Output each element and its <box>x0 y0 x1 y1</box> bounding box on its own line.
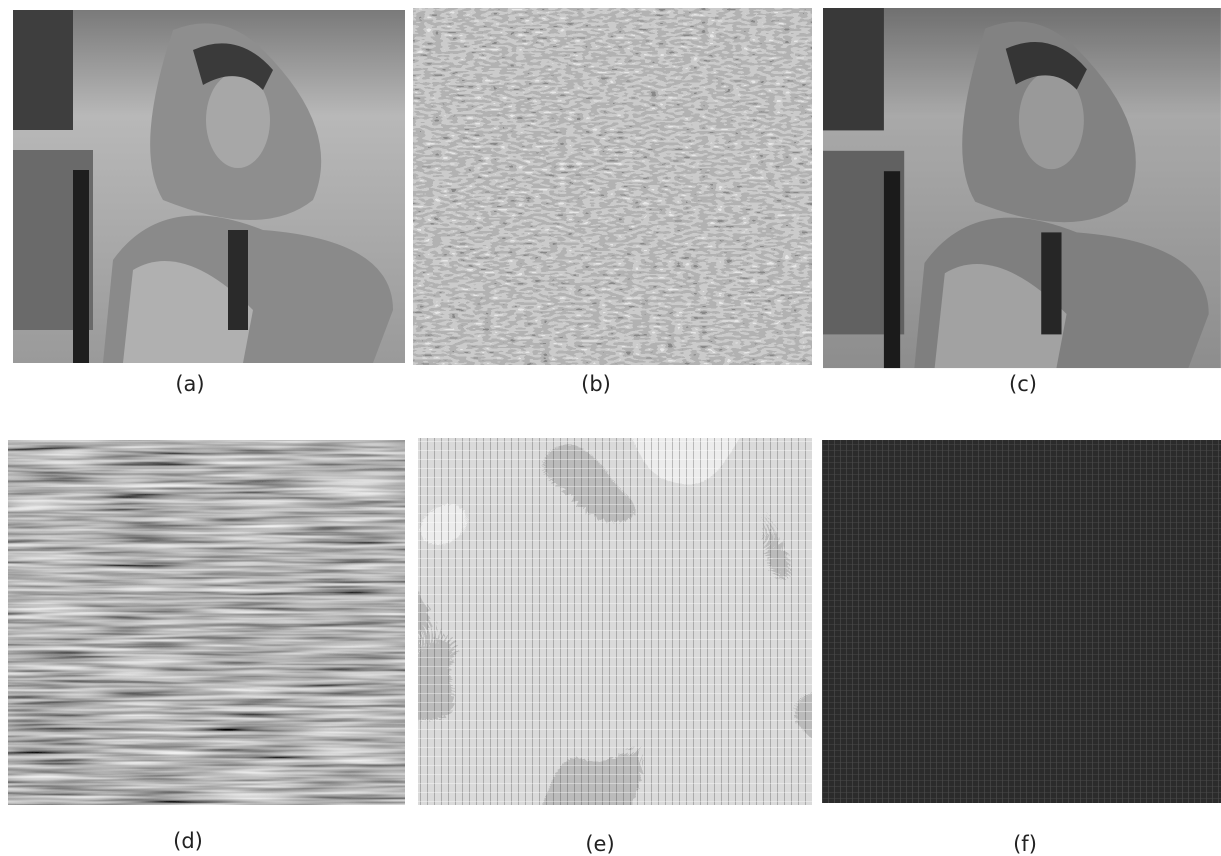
panel-f <box>822 440 1221 803</box>
caption: (d) <box>173 829 203 853</box>
page: (a) (b) (c) (d) (e) (f) (() => { const d… <box>0 0 1221 856</box>
caption: (b) <box>581 372 611 396</box>
caption: (a) <box>175 372 204 396</box>
panel-a <box>13 10 405 363</box>
caption: (e) <box>585 832 614 856</box>
figure: (a) (b) (c) (d) (e) (f) <box>0 0 1221 856</box>
caption: (c) <box>1009 372 1037 396</box>
panel-c <box>823 8 1221 368</box>
panel-e <box>418 438 812 805</box>
panel-b <box>413 8 812 365</box>
panel-d <box>8 440 405 805</box>
caption: (f) <box>1013 832 1037 856</box>
